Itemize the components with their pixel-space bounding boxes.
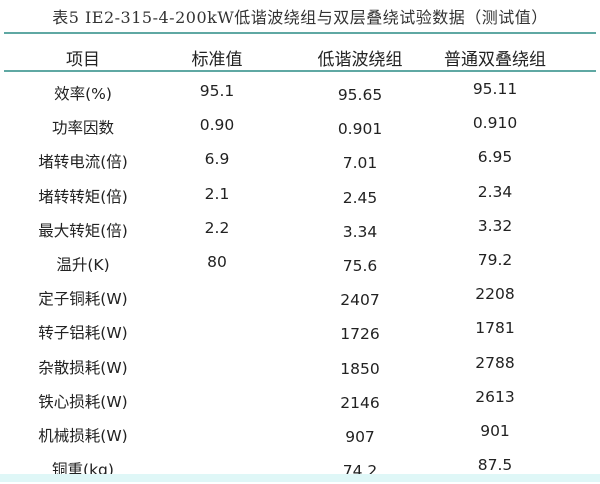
- table-cell: 2146: [340, 393, 380, 412]
- table-cell: 杂散损耗(W): [38, 358, 128, 377]
- table-cell: 2.1: [204, 184, 230, 203]
- table-title: 表5 IE2-315-4-200kW低谐波绕组与双层叠绕试验数据（测试值）: [52, 8, 548, 27]
- table-cell: 0.910: [472, 114, 518, 133]
- table-cell: 95.1: [199, 82, 235, 100]
- table-row: 最大转矩(倍) 2.2 3.34 3.32: [0, 211, 600, 245]
- table-cell: 2.34: [477, 182, 513, 201]
- table-row: 机械损耗(W) 907 901: [0, 416, 600, 450]
- table-cell: 堵转电流(倍): [38, 153, 128, 172]
- table-cell: 6.9: [204, 150, 230, 169]
- table-cell: 2.45: [342, 188, 378, 207]
- table-row: 堵转转矩(倍) 2.1 2.45 2.34: [0, 177, 600, 211]
- table-cell: 转子铝耗(W): [38, 324, 128, 343]
- table-cell: 87.5: [477, 456, 513, 475]
- table-cell: 7.01: [342, 154, 378, 173]
- table-cell: 堵转转矩(倍): [38, 187, 128, 206]
- table-cell: 79.2: [477, 251, 513, 269]
- bottom-band: [0, 474, 600, 482]
- table-cell: 1781: [475, 319, 515, 338]
- header-cell: 项目: [66, 50, 100, 70]
- table-row: 功率因数 0.90 0.901 0.910: [0, 108, 600, 142]
- table-cell: 2788: [475, 353, 515, 372]
- header-cell: 低谐波绕组: [317, 50, 403, 70]
- header-rule: [4, 70, 596, 72]
- table-cell: 定子铜耗(W): [38, 290, 128, 309]
- table-cell: 6.95: [477, 148, 513, 167]
- table-cell: 75.6: [342, 257, 378, 275]
- table-cell: 2.2: [204, 218, 230, 237]
- table-cell: 95.11: [472, 80, 518, 98]
- table-cell: 机械损耗(W): [38, 427, 128, 445]
- table-row: 铁心损耗(W) 2146 2613: [0, 382, 600, 416]
- table-cell: 0.901: [337, 120, 383, 139]
- table-cell: 907: [345, 428, 375, 446]
- table-row: 温升(K) 80 75.6 79.2: [0, 245, 600, 279]
- table-row: 杂散损耗(W) 1850 2788: [0, 348, 600, 382]
- table-cell: 效率(%): [54, 85, 112, 103]
- table-cell: 1850: [340, 359, 380, 378]
- table-cell: 2208: [475, 285, 515, 304]
- header-cell: 标准值: [191, 50, 243, 70]
- table-cell: 温升(K): [56, 256, 110, 274]
- top-rule: [4, 32, 596, 34]
- table-cell: 2407: [340, 291, 380, 310]
- table-cell: 2613: [475, 387, 515, 406]
- header-cell: 普通双叠绕组: [444, 50, 546, 70]
- table-cell: 功率因数: [51, 119, 115, 138]
- table-cell: 最大转矩(倍): [38, 221, 128, 240]
- table-cell: 3.32: [477, 216, 513, 235]
- table-cell: 1726: [340, 325, 380, 344]
- table-cell: 铁心损耗(W): [38, 392, 128, 411]
- table-cell: 95.65: [337, 86, 383, 104]
- table-row: 效率(%) 95.1 95.65 95.11: [0, 74, 600, 108]
- table-cell: 0.90: [199, 116, 235, 135]
- table-row: 转子铝耗(W) 1726 1781: [0, 313, 600, 347]
- table-cell: 3.34: [342, 222, 378, 241]
- table-row: 堵转电流(倍) 6.9 7.01 6.95: [0, 142, 600, 176]
- header-row: 项目 标准值 低谐波绕组 普通双叠绕组: [0, 37, 600, 71]
- table-row: 定子铜耗(W) 2407 2208: [0, 279, 600, 313]
- table-cell: 80: [207, 253, 227, 271]
- table-cell: 901: [480, 422, 510, 440]
